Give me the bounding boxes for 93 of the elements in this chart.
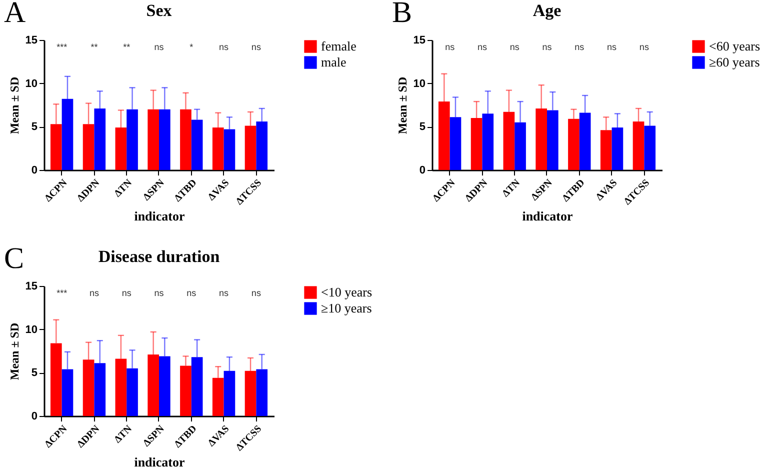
annotation: ns xyxy=(639,42,650,52)
annotation: ns xyxy=(154,288,164,298)
bar xyxy=(224,370,236,416)
annotation: ns xyxy=(251,288,262,298)
annotation: ns xyxy=(154,42,164,52)
annotation: ns xyxy=(607,42,618,52)
annotation: ** xyxy=(123,42,131,52)
bar xyxy=(50,343,62,416)
x-axis-title: indicator xyxy=(522,208,573,224)
y-tick-label: 0 xyxy=(419,164,426,176)
bar xyxy=(82,124,94,170)
chart-title: Age xyxy=(532,1,562,20)
y-tick-label: 5 xyxy=(419,121,426,134)
y-tick-label: 15 xyxy=(25,280,38,292)
bar xyxy=(126,109,138,170)
annotation: ns xyxy=(219,288,230,298)
y-tick-label: 10 xyxy=(25,78,38,90)
bar xyxy=(94,108,106,170)
bar xyxy=(244,126,256,170)
bar xyxy=(126,368,138,416)
legend-label: <10 years xyxy=(321,284,372,300)
bar xyxy=(94,363,106,416)
y-tick-label: 0 xyxy=(31,410,38,422)
annotation: ns xyxy=(251,42,262,52)
y-axis-title: Mean ± SD xyxy=(7,76,22,134)
bar xyxy=(600,130,612,170)
y-tick-label: 0 xyxy=(31,164,38,176)
legend-label: female xyxy=(321,38,357,54)
y-axis-title: Mean ± SD xyxy=(395,76,410,134)
x-axis-title: indicator xyxy=(134,454,185,470)
y-tick-label: 15 xyxy=(413,34,426,46)
y-tick-label: 15 xyxy=(25,34,38,46)
bar xyxy=(191,357,203,416)
chart-title: Disease duration xyxy=(98,247,220,266)
text: B xyxy=(392,0,412,29)
bar xyxy=(50,124,62,170)
y-tick-label: 10 xyxy=(413,78,426,90)
annotation: * xyxy=(190,42,194,52)
bar xyxy=(180,109,192,170)
bar xyxy=(514,122,526,170)
bar xyxy=(568,118,580,170)
bar xyxy=(470,118,482,170)
legend-label: <60 years xyxy=(709,38,760,54)
y-tick-label: 5 xyxy=(31,367,38,380)
bar xyxy=(256,121,268,170)
bar xyxy=(82,360,94,416)
bar xyxy=(438,102,450,170)
legend-label: ≥60 years xyxy=(709,54,760,70)
y-axis-title: Mean ± SD xyxy=(7,322,22,380)
y-tick-label: 10 xyxy=(25,324,38,336)
chart-title: Sex xyxy=(146,1,172,20)
bar xyxy=(482,114,494,170)
bar xyxy=(148,354,159,416)
bar xyxy=(212,378,224,416)
annotation: *** xyxy=(56,42,68,52)
x-axis-title: indicator xyxy=(134,208,185,224)
text: C xyxy=(4,242,24,275)
annotation: ns xyxy=(186,288,197,298)
bar xyxy=(536,108,547,170)
bar xyxy=(503,112,515,170)
bar xyxy=(256,369,268,416)
bar xyxy=(115,358,127,416)
bar xyxy=(62,369,74,416)
bar xyxy=(212,128,224,170)
legend-label: male xyxy=(321,54,346,70)
bar xyxy=(450,117,462,170)
bar xyxy=(148,109,159,170)
annotation: *** xyxy=(56,288,68,298)
bar xyxy=(180,366,192,416)
annotation: ns xyxy=(122,288,132,298)
bar xyxy=(244,370,256,416)
bar xyxy=(224,129,236,170)
y-tick-label: 5 xyxy=(31,121,38,134)
legend-label: ≥10 years xyxy=(321,300,372,316)
bar xyxy=(612,128,624,170)
bar xyxy=(159,109,170,170)
bar xyxy=(644,126,656,170)
bar xyxy=(62,98,74,170)
annotation: ** xyxy=(90,42,98,52)
annotation: ns xyxy=(445,42,456,52)
annotation: ns xyxy=(219,42,230,52)
annotation: ns xyxy=(89,288,100,298)
annotation: ns xyxy=(510,42,520,52)
annotation: ns xyxy=(542,42,552,52)
bar xyxy=(547,110,558,170)
bar xyxy=(191,120,203,170)
bar xyxy=(632,121,644,170)
annotation: ns xyxy=(477,42,488,52)
bar xyxy=(115,128,127,170)
text: A xyxy=(4,0,26,29)
bar xyxy=(159,356,170,416)
annotation: ns xyxy=(574,42,585,52)
bar xyxy=(579,112,591,170)
